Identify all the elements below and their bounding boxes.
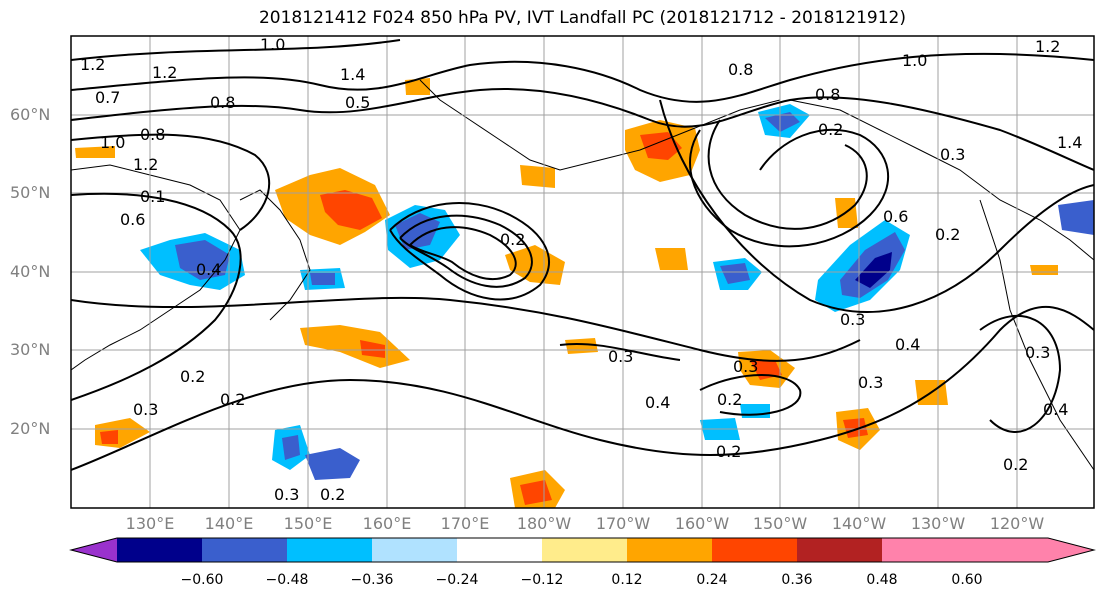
contour-label: 1.4 — [340, 65, 365, 84]
lon-label: 120°W — [989, 514, 1045, 533]
colorbar-tick-label: 0.60 — [951, 572, 983, 588]
lon-label: 160°W — [674, 514, 730, 533]
contour-label: 0.2 — [180, 367, 205, 386]
contour-label: 0.2 — [220, 390, 245, 409]
contour-label: 0.8 — [140, 125, 165, 144]
contour-label: 0.3 — [1025, 343, 1050, 362]
contour-label: 0.2 — [716, 442, 741, 461]
pv-contours — [71, 39, 1094, 471]
lat-label: 20°N — [10, 419, 51, 438]
contour-label: 0.3 — [840, 310, 865, 329]
colorbar-tick-label: 0.12 — [611, 572, 643, 588]
lat-label: 50°N — [10, 183, 51, 202]
contour-label: 1.2 — [1035, 37, 1060, 56]
colorbar-tick-label: −0.24 — [435, 572, 479, 588]
colorbar-tick-label: 0.48 — [866, 572, 898, 588]
contour-label: 0.8 — [210, 93, 235, 112]
contour-label: 0.6 — [120, 210, 145, 229]
lon-label: 130°W — [910, 514, 966, 533]
contour-label: 0.3 — [133, 400, 158, 419]
colorbar-tick-label: −0.36 — [350, 572, 394, 588]
contour-label: 0.4 — [895, 335, 920, 354]
colorbar-tick-label: 0.36 — [781, 572, 813, 588]
lon-label: 160°E — [362, 514, 412, 533]
lon-label: 170°E — [440, 514, 490, 533]
contour-label: 0.3 — [940, 145, 965, 164]
contour-label: 0.3 — [608, 347, 633, 366]
colorbar-tick-label: 0.24 — [696, 572, 728, 588]
lat-label: 60°N — [10, 105, 51, 124]
contour-label: 0.2 — [500, 230, 525, 249]
lon-label: 170°W — [595, 514, 651, 533]
graticule — [71, 36, 1094, 508]
contour-label: 0.4 — [645, 393, 670, 412]
contour-label: 0.8 — [728, 60, 753, 79]
contour-label: 0.2 — [717, 390, 742, 409]
contour-label: 1.0 — [260, 35, 285, 54]
contour-label: 1.4 — [1057, 133, 1082, 152]
contour-label: 0.6 — [883, 207, 908, 226]
lon-label: 130°E — [125, 514, 175, 533]
contour-label: 0.4 — [1043, 400, 1068, 419]
lat-label: 30°N — [10, 340, 51, 359]
colorbar-tick-label: −0.12 — [520, 572, 564, 588]
lon-label: 140°E — [204, 514, 254, 533]
lon-label: 140°W — [831, 514, 887, 533]
contour-label: 0.5 — [345, 93, 370, 112]
contour-label: 0.4 — [196, 260, 221, 279]
contour-label: 0.3 — [733, 357, 758, 376]
colorbar-tick-label: −0.48 — [265, 572, 309, 588]
lon-label: 150°W — [752, 514, 808, 533]
contour-label: 0.2 — [320, 485, 345, 504]
contour-label: 0.3 — [858, 373, 883, 392]
contour-label: 1.2 — [133, 155, 158, 174]
map-frame — [70, 35, 1095, 509]
colorbar-tick-label: −0.60 — [180, 572, 224, 588]
map-title: 2018121412 F024 850 hPa PV, IVT Landfall… — [258, 8, 906, 28]
contour-label: 0.1 — [140, 187, 165, 206]
contour-label: 0.7 — [95, 88, 120, 107]
shaded-anomalies — [75, 78, 1094, 508]
contour-label: 0.3 — [274, 485, 299, 504]
lon-label: 150°E — [283, 514, 333, 533]
contour-label: 1.0 — [100, 133, 125, 152]
contour-label: 0.8 — [815, 85, 840, 104]
contour-label: 1.2 — [80, 55, 105, 74]
contour-label: 1.0 — [902, 51, 927, 70]
contour-label: 0.2 — [935, 225, 960, 244]
lon-label: 180°W — [516, 514, 572, 533]
contour-label: 1.2 — [152, 63, 177, 82]
lat-label: 40°N — [10, 262, 51, 281]
contour-label: 0.2 — [1003, 455, 1028, 474]
contour-label: 0.2 — [818, 120, 843, 139]
